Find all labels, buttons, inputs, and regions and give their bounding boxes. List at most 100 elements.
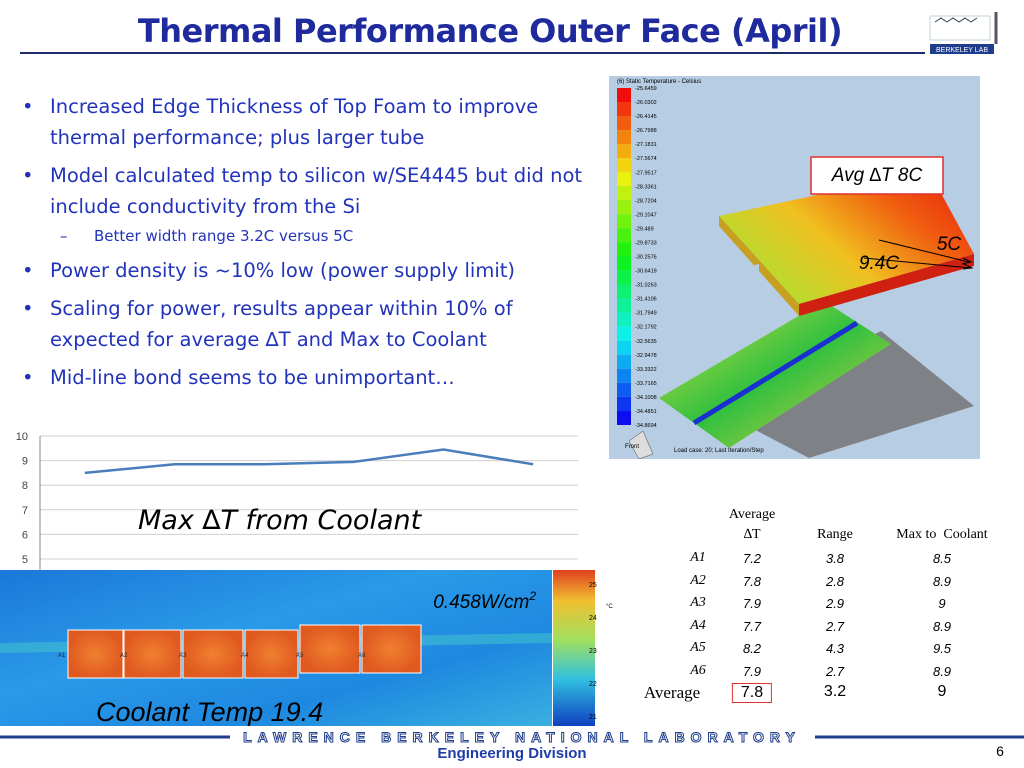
legend-swatch	[617, 312, 631, 327]
table-cell: 8.9	[932, 573, 952, 589]
y-tick-label: 9	[22, 456, 28, 468]
legend-value: -32.9478	[635, 353, 657, 359]
legend-value: -25.6459	[635, 86, 657, 92]
legend-swatch	[617, 242, 631, 257]
table-cell: 7.9	[742, 596, 762, 612]
bullet-item: Mid-line bond seems to be unimportant…	[22, 362, 597, 393]
view-label: Front	[625, 444, 639, 450]
row-label: A2	[690, 572, 706, 588]
table-cell: 2.7	[825, 618, 845, 634]
legend-value: -29.8733	[635, 240, 657, 246]
table-cell: 8.5	[932, 551, 952, 566]
bullet-item: Scaling for power, results appear within…	[22, 293, 597, 355]
module-label: A2	[120, 653, 128, 659]
row-label: A5	[690, 640, 706, 656]
colorbar-tick: 23	[589, 648, 597, 655]
legend-value: -27.5674	[635, 156, 657, 162]
division: Engineering Division	[437, 745, 586, 762]
table-cell: 2.8	[825, 573, 845, 589]
table-cell: 8.9	[932, 618, 952, 634]
legend-swatch	[617, 102, 631, 117]
legend-swatch	[617, 284, 631, 299]
average-cell: 3.2	[823, 683, 847, 700]
legend-swatch	[617, 410, 631, 425]
legend-value: -34.8694	[635, 423, 657, 429]
legend-swatch	[617, 368, 631, 383]
table-cell: 7.7	[742, 618, 762, 634]
colorbar-tick: 25	[589, 582, 597, 589]
legend-swatch	[617, 130, 631, 145]
table-cell: 4.3	[825, 641, 845, 657]
legend-value: -30.6419	[635, 269, 657, 275]
module-label: A3	[179, 653, 187, 659]
bullet-item: Model calculated temp to silicon w/SE444…	[22, 160, 597, 222]
legend-swatch	[617, 396, 631, 411]
table-cell: 8.2	[742, 641, 762, 657]
logo-text: Berkeley Lab	[936, 47, 988, 54]
line-chart: 5 6 7 8 9 10	[16, 431, 578, 570]
legend-value: -26.0302	[635, 100, 657, 106]
y-tick-label: 5	[22, 554, 28, 566]
module	[244, 629, 299, 679]
column-header: Average ∆T	[728, 507, 776, 542]
module	[67, 629, 124, 679]
legend-value: -26.7988	[635, 128, 657, 134]
legend-swatch	[617, 326, 631, 341]
legend-swatch	[617, 144, 631, 159]
module	[182, 629, 244, 679]
y-tick-label: 8	[22, 480, 28, 492]
bullet-item: Increased Edge Thickness of Top Foam to …	[22, 91, 597, 153]
legend-title: (6) Static Temperature - Celsius	[617, 79, 701, 85]
legend-value: -29.1047	[635, 212, 657, 218]
legend-swatch	[617, 256, 631, 271]
legend-value: -26.4145	[635, 114, 657, 120]
table-cell: 2.7	[825, 664, 845, 679]
title-decor: Berkeley Lab	[20, 12, 998, 54]
legend-swatch	[617, 186, 631, 201]
table-cell: 3.8	[825, 551, 845, 566]
legend-value: -30.2576	[635, 255, 657, 261]
table-cell: 9.5	[932, 641, 952, 657]
colorbar-tick: 24	[589, 615, 597, 622]
table-cell: 7.2	[742, 551, 762, 566]
colorbar-tick: 21	[589, 714, 597, 721]
chart-label: Max ∆T from Coolant	[138, 505, 422, 536]
legend-value: -27.9517	[635, 170, 657, 176]
module	[361, 624, 422, 674]
legend-value: -33.3322	[635, 367, 657, 373]
slide-title: Thermal Performance Outer Face (April)	[137, 12, 843, 50]
legend-swatch	[617, 214, 631, 229]
legend-swatch	[617, 88, 631, 103]
line-series	[84, 448, 534, 475]
table-cell: 7.8	[742, 573, 762, 589]
colorbar-tick: 22	[589, 681, 597, 688]
y-tick-label: 10	[16, 431, 28, 443]
ir-image: A1 A2 A3 A4 A5 A6 0.458W/cm2 °C 25 24 23 22 21 Co…	[0, 570, 613, 726]
legend-swatch	[617, 270, 631, 285]
range-label: 9.4C	[859, 253, 899, 274]
module-label: A5	[296, 653, 304, 659]
power-density: 0.458W/cm2	[433, 589, 536, 613]
bullet-list: Increased Edge Thickness of Top Foam to …	[22, 91, 597, 400]
row-label: A4	[690, 617, 706, 633]
page-number: 6	[996, 743, 1004, 759]
avg-dt-label: Avg ∆T 8C	[831, 165, 923, 186]
module-label: A4	[241, 653, 249, 659]
module	[123, 629, 182, 679]
lab-name: Lawrence Berkeley National Laboratory	[243, 729, 801, 745]
legend-value: -32.5635	[635, 339, 657, 345]
legend-value: -31.0263	[635, 283, 657, 289]
average-label: Average	[643, 683, 701, 702]
footer: Lawrence Berkeley National Laboratory En…	[0, 729, 1024, 762]
range-label: 5C	[937, 234, 962, 255]
bullet-item: Better width range 3.2C versus 5C	[22, 225, 597, 247]
column-header: Max to Coolant	[896, 527, 988, 542]
module-label: A1	[58, 653, 66, 659]
average-cell: 9	[937, 683, 947, 700]
table-cell: 7.9	[742, 664, 762, 679]
legend-value: -28.3361	[635, 184, 657, 190]
legend-value: -34.4851	[635, 409, 657, 415]
logo: Berkeley Lab	[929, 12, 998, 54]
table-cell: 9	[938, 596, 946, 612]
